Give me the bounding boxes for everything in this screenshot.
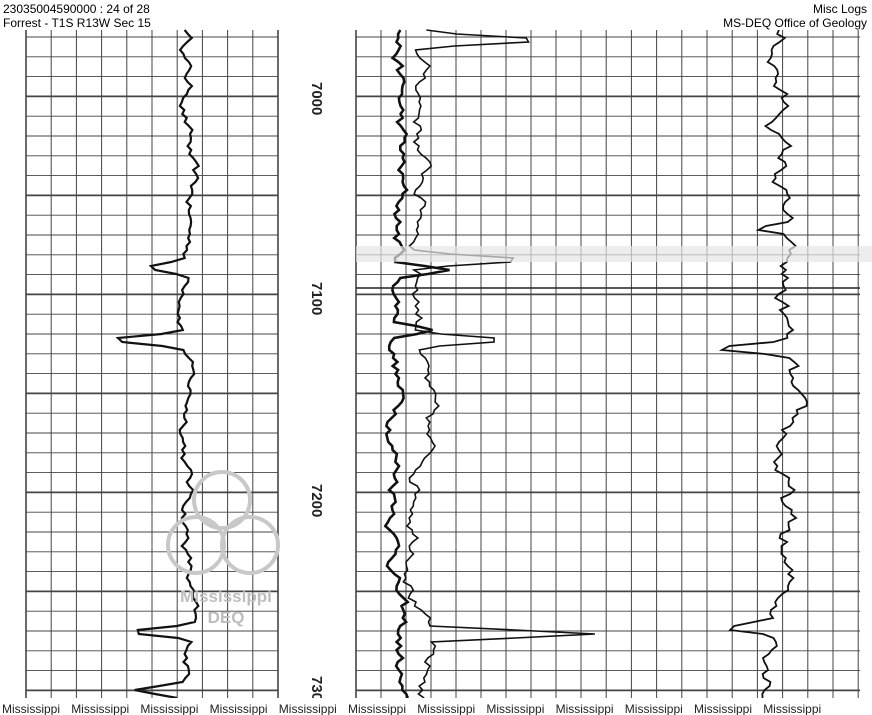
depth-label: 730 <box>308 676 325 701</box>
depth-label: 7100 <box>308 282 325 315</box>
footer-label: Mississippi <box>2 702 60 715</box>
footer: Mississippi Mississippi Mississippi Mississ… <box>2 702 821 715</box>
watermark-line: Mississippi <box>180 587 272 606</box>
depth-label: 7000 <box>308 82 325 115</box>
header-bg <box>0 0 160 30</box>
footer-label: Mississippi <box>71 702 129 715</box>
footer-label: Mississippi <box>763 702 821 715</box>
depth-label: 7200 <box>308 484 325 517</box>
footer-label: Mississippi <box>279 702 337 715</box>
footer-label: Mississippi <box>556 702 614 715</box>
footer-label: Mississippi <box>140 702 198 715</box>
footer-label: Mississippi <box>417 702 475 715</box>
header-right: MS-DEQ Office of Geology <box>723 16 867 30</box>
footer-label: Mississippi <box>486 702 544 715</box>
log-curve <box>383 29 450 699</box>
header-bg <box>715 0 872 30</box>
header-right: Misc Logs <box>813 2 867 16</box>
log-curve <box>402 29 595 699</box>
footer-label: Mississippi <box>625 702 683 715</box>
header-left: 23035004590000 : 24 of 28 <box>3 2 150 16</box>
watermark-line: DEQ <box>208 608 245 627</box>
curves <box>115 29 872 700</box>
scan-smear <box>356 246 872 262</box>
footer-bg <box>0 698 872 715</box>
log-curve <box>718 29 808 699</box>
log-curve <box>115 29 201 700</box>
watermark-logo <box>166 470 280 575</box>
footer-label: Mississippi <box>348 702 406 715</box>
footer-label: Mississippi <box>694 702 752 715</box>
footer-label: Mississippi <box>210 702 268 715</box>
header-left: Forrest - T1S R13W Sec 15 <box>3 16 151 30</box>
